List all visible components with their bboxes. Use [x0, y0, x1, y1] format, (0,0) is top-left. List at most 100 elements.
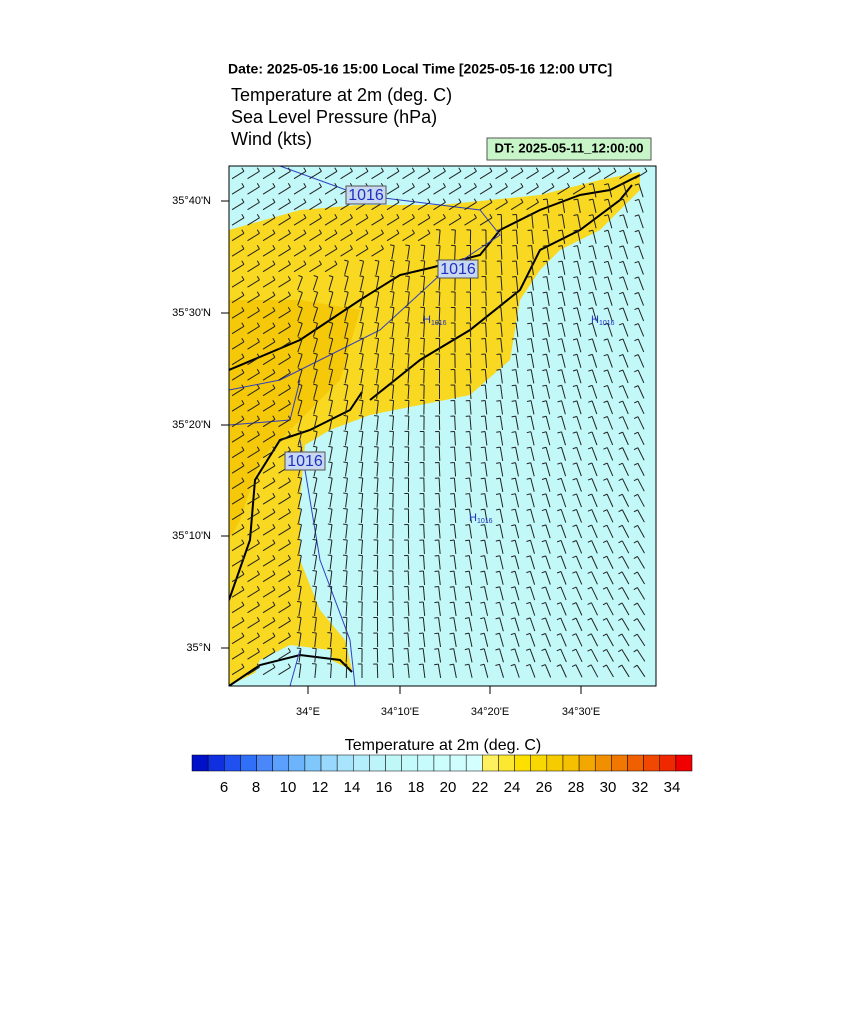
colorbar-box: [611, 755, 627, 771]
colorbar-box: [192, 755, 208, 771]
barb-flag: [496, 401, 500, 402]
contour-label: 1016: [440, 261, 476, 278]
contour-label: 1016: [348, 187, 384, 204]
barb-flag: [465, 556, 469, 557]
barb: [486, 277, 487, 291]
barb: [455, 246, 456, 260]
high-symbol: H: [591, 314, 599, 326]
barb-flag: [312, 617, 316, 618]
barb: [393, 463, 394, 477]
barb: [408, 556, 409, 570]
colorbar-label: 14: [344, 779, 361, 796]
barb: [346, 649, 347, 663]
barb-flag: [359, 384, 363, 385]
barb-flag: [374, 369, 378, 370]
lat-tick-label: 35°N: [186, 642, 211, 654]
barb: [408, 571, 409, 585]
barb-flag: [328, 555, 332, 556]
barb-flag: [434, 633, 438, 634]
colorbar-box: [482, 755, 498, 771]
title-line: Temperature at 2m (deg. C): [231, 85, 452, 105]
barb: [393, 618, 394, 632]
barb-flag: [465, 525, 469, 526]
colorbar-label: 32: [632, 779, 649, 796]
date-line: Date: 2025-05-16 15:00 Local Time [2025-…: [228, 61, 612, 77]
barb-flag: [450, 602, 454, 603]
colorbar-label: 8: [252, 779, 260, 796]
barb: [424, 525, 425, 539]
lat-tick-label: 35°20'N: [172, 419, 211, 431]
colorbar-box: [418, 755, 434, 771]
barb-flag: [405, 261, 409, 262]
colorbar-box: [531, 755, 547, 771]
barb: [455, 401, 456, 415]
barb: [377, 540, 378, 554]
barb-flag: [512, 354, 516, 355]
barb-flag: [496, 385, 500, 386]
colorbar-box: [208, 755, 224, 771]
colorbar-box: [515, 755, 531, 771]
barb-flag: [312, 570, 316, 571]
barb: [377, 525, 378, 539]
barb-flag: [328, 493, 332, 494]
barb-flag: [512, 385, 516, 386]
barb-flag: [512, 339, 516, 340]
barb-flag: [343, 462, 347, 463]
barb-flag: [527, 277, 531, 278]
barb-flag: [543, 277, 547, 278]
barb-flag: [312, 555, 316, 556]
barb-flag: [328, 508, 332, 509]
lat-tick-label: 35°10'N: [172, 530, 211, 542]
barb-flag: [527, 261, 531, 262]
colorbar-label: 16: [376, 779, 393, 796]
barb-flag: [434, 618, 438, 619]
barb-flag: [313, 539, 317, 540]
dt-label: DT: 2025-05-11_12:00:00: [495, 140, 644, 155]
colorbar-box: [240, 755, 256, 771]
barb-flag: [496, 416, 500, 417]
barb-flag: [450, 571, 454, 572]
barb-flag: [419, 649, 423, 650]
lat-tick-label: 35°30'N: [172, 307, 211, 319]
high-value: 1016: [431, 320, 447, 327]
barb: [455, 385, 456, 399]
barb: [486, 292, 487, 306]
colorbar-box: [595, 755, 611, 771]
barb: [424, 354, 425, 368]
barb-flag: [343, 509, 347, 510]
barb-flag: [374, 353, 378, 354]
barb: [501, 230, 502, 244]
barb-flag: [465, 478, 469, 479]
barb-flag: [374, 338, 378, 339]
barb: [393, 633, 394, 647]
barb-flag: [496, 447, 500, 448]
barb-flag: [450, 556, 454, 557]
barb-flag: [543, 246, 547, 247]
contour-label: 1016: [287, 453, 323, 470]
barb-flag: [434, 602, 438, 603]
barb: [470, 339, 471, 353]
barb-flag: [328, 524, 332, 525]
barb-flag: [390, 323, 394, 324]
barb-flag: [343, 493, 347, 494]
barb-flag: [297, 617, 301, 618]
lon-tick-label: 34°30'E: [562, 706, 600, 718]
barb-flag: [450, 587, 454, 588]
colorbar-box: [257, 755, 273, 771]
barb-flag: [481, 463, 485, 464]
lat-tick-label: 35°40'N: [172, 195, 211, 207]
colorbar-box: [498, 755, 514, 771]
barb-flag: [390, 276, 394, 277]
barb-flag: [344, 431, 348, 432]
barb-flag: [465, 509, 469, 510]
colorbar-title: Temperature at 2m (deg. C): [345, 737, 542, 754]
barb-flag: [481, 447, 485, 448]
barb-flag: [512, 308, 516, 309]
barb-flag: [359, 447, 363, 448]
barb-flag: [543, 215, 547, 216]
barb-flag: [481, 432, 485, 433]
barb-flag: [419, 664, 423, 665]
lon-tick-label: 34°E: [296, 706, 320, 718]
barb-flag: [312, 586, 316, 587]
colorbar-box: [434, 755, 450, 771]
